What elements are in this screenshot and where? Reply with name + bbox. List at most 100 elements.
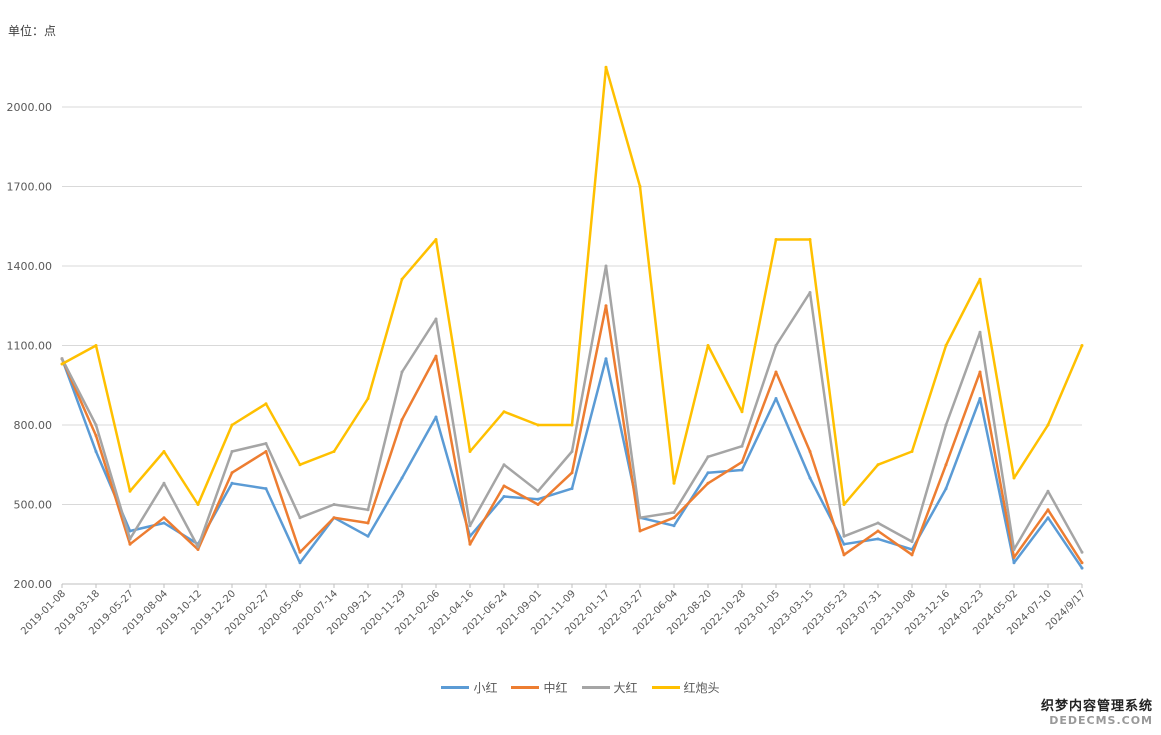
data-point (196, 502, 200, 506)
data-point (910, 449, 914, 453)
data-point (570, 487, 574, 491)
data-point (196, 545, 200, 549)
data-point (1012, 476, 1016, 480)
legend-item-dahong: 大红 (581, 679, 638, 696)
data-point (876, 537, 880, 541)
legend-label: 红炮头 (683, 681, 720, 695)
data-point (400, 418, 404, 422)
data-point (1046, 508, 1050, 512)
data-point (400, 476, 404, 480)
line-chart: 200.00 500.00 800.00 1100.00 1400.00 1700.00 2… (7, 65, 1088, 637)
data-point (570, 471, 574, 475)
unit-label: 单位：点 (8, 24, 57, 38)
data-point (740, 460, 744, 464)
data-point (740, 410, 744, 414)
data-point (298, 550, 302, 554)
data-point (706, 343, 710, 347)
data-point (502, 463, 506, 467)
data-point (706, 455, 710, 459)
legend-swatch (511, 686, 540, 689)
data-point (978, 370, 982, 374)
data-point (366, 521, 370, 525)
data-point (128, 542, 132, 546)
legend-item-zhonghong: 中红 (511, 679, 568, 696)
y-tick-label: 200.00 (14, 578, 53, 591)
data-point (774, 370, 778, 374)
data-point (944, 487, 948, 491)
data-point (1046, 489, 1050, 493)
data-point (502, 495, 506, 499)
legend: 小红 中红 大红 红炮头 (0, 679, 1161, 696)
data-point (672, 481, 676, 485)
data-point (196, 548, 200, 552)
watermark-en: DEDECMS.COM (1049, 714, 1153, 727)
data-point (808, 449, 812, 453)
data-point (842, 553, 846, 557)
data-point (672, 510, 676, 514)
data-point (264, 402, 268, 406)
legend-swatch (441, 686, 470, 689)
series-lines (60, 65, 1084, 570)
series-line-3 (61, 65, 1084, 506)
data-point (978, 277, 982, 281)
data-point (128, 529, 132, 533)
data-point (298, 516, 302, 520)
data-point (230, 423, 234, 427)
data-point (808, 237, 812, 241)
data-point (706, 481, 710, 485)
legend-swatch (581, 686, 610, 689)
data-point (876, 529, 880, 533)
data-point (910, 553, 914, 557)
data-point (298, 463, 302, 467)
data-point (1046, 516, 1050, 520)
data-point (842, 542, 846, 546)
data-point (230, 449, 234, 453)
data-point (876, 521, 880, 525)
data-point (468, 524, 472, 528)
data-point (264, 449, 268, 453)
data-point (1012, 555, 1016, 559)
data-point (366, 534, 370, 538)
legend-label: 中红 (543, 681, 568, 695)
data-point (400, 370, 404, 374)
data-point (978, 330, 982, 334)
data-point (842, 502, 846, 506)
data-point (1080, 550, 1084, 554)
data-point (672, 516, 676, 520)
data-point (536, 502, 540, 506)
y-axis-ticks: 200.00 500.00 800.00 1100.00 1400.00 1700.00 2… (7, 101, 53, 591)
data-point (1046, 423, 1050, 427)
data-point (434, 415, 438, 419)
legend-item-xiaohong: 小红 (441, 679, 497, 696)
data-point (298, 561, 302, 565)
data-point (332, 449, 336, 453)
y-tick-label: 800.00 (14, 419, 53, 432)
watermark-cn: 织梦内容管理系统 (1040, 699, 1153, 714)
data-point (332, 516, 336, 520)
legend-swatch (651, 686, 680, 689)
data-point (570, 449, 574, 453)
data-point (1080, 343, 1084, 347)
data-point (468, 449, 472, 453)
data-point (672, 524, 676, 528)
data-point (638, 516, 642, 520)
data-point (1080, 566, 1084, 570)
x-axis-ticks: 2019-01-082019-03-182019-05-272019-08-04… (19, 584, 1088, 637)
data-point (94, 343, 98, 347)
data-point (502, 484, 506, 488)
data-point (536, 489, 540, 493)
data-point (604, 304, 608, 308)
data-point (944, 463, 948, 467)
data-point (774, 237, 778, 241)
data-point (1012, 548, 1016, 552)
y-tick-label: 2000.00 (7, 101, 53, 114)
data-point (604, 264, 608, 268)
data-point (264, 487, 268, 491)
data-point (94, 434, 98, 438)
data-point (570, 423, 574, 427)
data-point (94, 423, 98, 427)
y-tick-label: 1700.00 (7, 180, 53, 193)
data-point (434, 317, 438, 321)
data-point (162, 521, 166, 525)
data-point (808, 476, 812, 480)
